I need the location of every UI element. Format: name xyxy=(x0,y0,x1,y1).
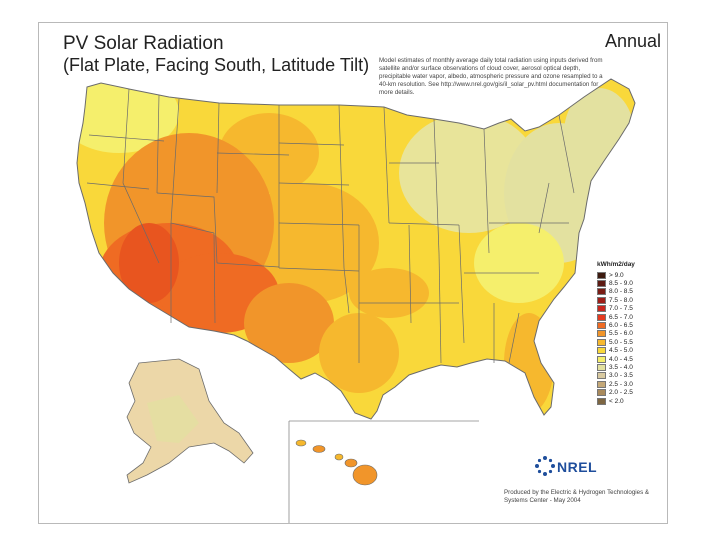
legend-label: 8.5 - 9.0 xyxy=(609,280,633,288)
alaska xyxy=(126,358,254,484)
legend-swatch xyxy=(597,322,606,330)
description-note: Model estimates of monthly average daily… xyxy=(379,57,603,96)
legend-label: 3.0 - 3.5 xyxy=(609,372,633,380)
credit-text: Produced by the Electric & Hydrogen Tech… xyxy=(504,489,650,504)
nrel-logo-icon xyxy=(535,456,555,476)
legend-item: 3.0 - 3.5 xyxy=(597,372,663,380)
legend-label: 8.0 - 8.5 xyxy=(609,288,633,296)
legend-item: 2.5 - 3.0 xyxy=(597,380,663,388)
legend-item: 7.5 - 8.0 xyxy=(597,296,663,304)
legend-item: < 2.0 xyxy=(597,397,663,405)
nrel-logo-text: NREL xyxy=(557,459,598,475)
legend-swatch xyxy=(597,347,606,355)
legend: kWh/m2/day > 9.0 8.5 - 9.0 8.0 - 8.5 7.5 - … xyxy=(597,261,663,405)
state-boundaries xyxy=(76,78,636,420)
legend-label: 2.0 - 2.5 xyxy=(609,389,633,397)
legend-swatch xyxy=(597,355,606,363)
legend-swatch xyxy=(597,338,606,346)
legend-item: 6.0 - 6.5 xyxy=(597,321,663,330)
legend-label: 7.0 - 7.5 xyxy=(609,305,633,313)
legend-title: kWh/m2/day xyxy=(597,261,635,268)
legend-item: 7.0 - 7.5 xyxy=(597,305,663,313)
inset-dividers xyxy=(288,420,479,523)
legend-swatch xyxy=(597,397,606,405)
legend-item: 4.0 - 4.5 xyxy=(597,355,663,363)
hawaii xyxy=(295,439,378,486)
legend-label: 4.0 - 4.5 xyxy=(609,355,633,363)
legend-label: 2.5 - 3.0 xyxy=(609,380,633,388)
legend-label: 6.5 - 7.0 xyxy=(609,313,633,321)
legend-label: 5.0 - 5.5 xyxy=(609,338,633,346)
legend-swatch xyxy=(597,271,606,279)
legend-label: 3.5 - 4.0 xyxy=(609,363,633,371)
legend-item: 5.0 - 5.5 xyxy=(597,338,663,346)
legend-item: 8.0 - 8.5 xyxy=(597,288,663,296)
period-label: Annual xyxy=(605,31,662,51)
legend-item: 2.0 - 2.5 xyxy=(597,388,663,397)
legend-swatch xyxy=(597,288,606,296)
map-subtitle: (Flat Plate, Facing South, Latitude Tilt… xyxy=(63,55,370,75)
legend-swatch xyxy=(597,313,606,321)
legend-label: 7.5 - 8.0 xyxy=(609,296,633,304)
legend-label: < 2.0 xyxy=(609,397,624,405)
legend-swatch xyxy=(597,296,606,304)
legend-swatch xyxy=(597,363,606,371)
legend-label: 4.5 - 5.0 xyxy=(609,347,633,355)
legend-swatch xyxy=(597,280,606,288)
legend-item: 4.5 - 5.0 xyxy=(597,347,663,355)
legend-swatch xyxy=(597,305,606,313)
legend-swatch xyxy=(597,330,606,338)
legend-item: 5.5 - 6.0 xyxy=(597,330,663,338)
legend-swatch xyxy=(597,372,606,380)
legend-item: 6.5 - 7.0 xyxy=(597,313,663,321)
legend-swatch xyxy=(597,389,606,397)
map-title: PV Solar Radiation xyxy=(63,33,224,54)
legend-item: 3.5 - 4.0 xyxy=(597,363,663,371)
legend-label: > 9.0 xyxy=(609,271,624,279)
legend-swatch xyxy=(597,380,606,388)
legend-label: 5.5 - 6.0 xyxy=(609,330,633,338)
solar-map xyxy=(76,78,636,523)
legend-item: > 9.0 xyxy=(597,271,663,279)
legend-label: 6.0 - 6.5 xyxy=(609,322,633,330)
map-frame: PV Solar Radiation (Flat Plate, Facing S… xyxy=(38,22,668,524)
legend-item: 8.5 - 9.0 xyxy=(597,279,663,288)
